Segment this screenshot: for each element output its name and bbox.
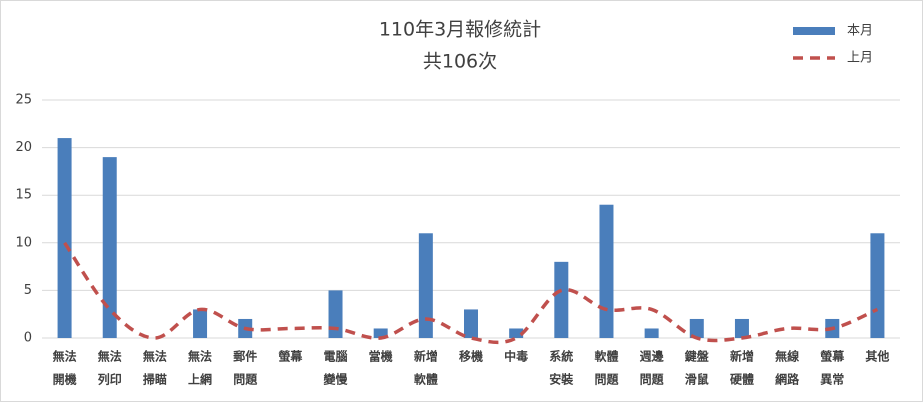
legend-swatch: [793, 27, 835, 35]
x-tick-label: 移機: [459, 349, 483, 364]
x-tick-label: 無線: [775, 349, 799, 364]
x-tick-label: 滑鼠: [685, 372, 709, 387]
x-tick-label: 其他: [865, 349, 889, 364]
x-tick-label: 系統: [549, 349, 573, 364]
bar: [870, 233, 885, 338]
x-tick-label: 安裝: [549, 372, 574, 387]
bar: [464, 309, 478, 338]
x-tick-label: 異常: [820, 372, 844, 387]
x-tick-label: 問題: [640, 373, 665, 387]
x-tick-label: 無法: [143, 349, 167, 364]
y-tick-label: 5: [24, 283, 32, 298]
x-tick-label: 新增: [730, 349, 754, 364]
x-tick-label: 螢幕: [820, 349, 845, 364]
x-tick-label: 中毒: [504, 349, 528, 364]
bar: [193, 309, 208, 338]
bar: [57, 138, 72, 338]
x-tick-label: 當機: [369, 349, 393, 364]
x-tick-label: 列印: [98, 372, 122, 387]
bar: [644, 328, 659, 338]
bar: [328, 290, 343, 338]
x-tick-label: 開機: [53, 372, 77, 387]
x-tick-label: 電腦: [324, 349, 348, 364]
y-tick-label: 20: [15, 140, 32, 155]
line: [63, 241, 879, 345]
x-tick-label: 無法: [188, 349, 212, 364]
x-tick-label: 掃瞄: [143, 372, 167, 387]
bar: [102, 157, 117, 338]
x-tick-label: 問題: [594, 373, 619, 387]
y-tick-label: 15: [15, 188, 32, 203]
x-tick-label: 郵件: [233, 349, 257, 364]
bar: [734, 318, 749, 338]
x-tick-label: 新增: [414, 349, 438, 364]
bar: [373, 328, 388, 338]
x-tick-label: 硬體: [730, 372, 754, 387]
bar: [509, 328, 524, 338]
x-tick-label: 週邊: [640, 349, 664, 364]
legend-label: 上月: [847, 51, 873, 66]
y-tick-label: 10: [15, 235, 32, 250]
x-tick-label: 無法: [53, 349, 77, 364]
y-tick-label: 25: [15, 93, 32, 108]
chart-subtitle: 共106次: [423, 51, 497, 73]
x-tick-label: 鍵盤: [685, 349, 710, 364]
x-tick-label: 軟體: [594, 349, 618, 364]
chart-title: 110年3月報修統計: [379, 19, 541, 41]
bar: [418, 233, 433, 338]
y-tick-label: 0: [24, 331, 32, 346]
bar: [599, 204, 614, 338]
legend-label: 本月: [847, 24, 873, 39]
x-tick-label: 變慢: [323, 372, 349, 387]
bar: [554, 261, 569, 338]
x-tick-label: 螢幕: [278, 349, 303, 364]
x-tick-label: 上網: [188, 372, 212, 387]
x-tick-label: 問題: [233, 373, 258, 387]
x-tick-label: 無法: [98, 349, 122, 364]
x-tick-label: 軟體: [414, 372, 438, 387]
bar: [689, 318, 704, 338]
x-tick-label: 網路: [775, 372, 800, 387]
